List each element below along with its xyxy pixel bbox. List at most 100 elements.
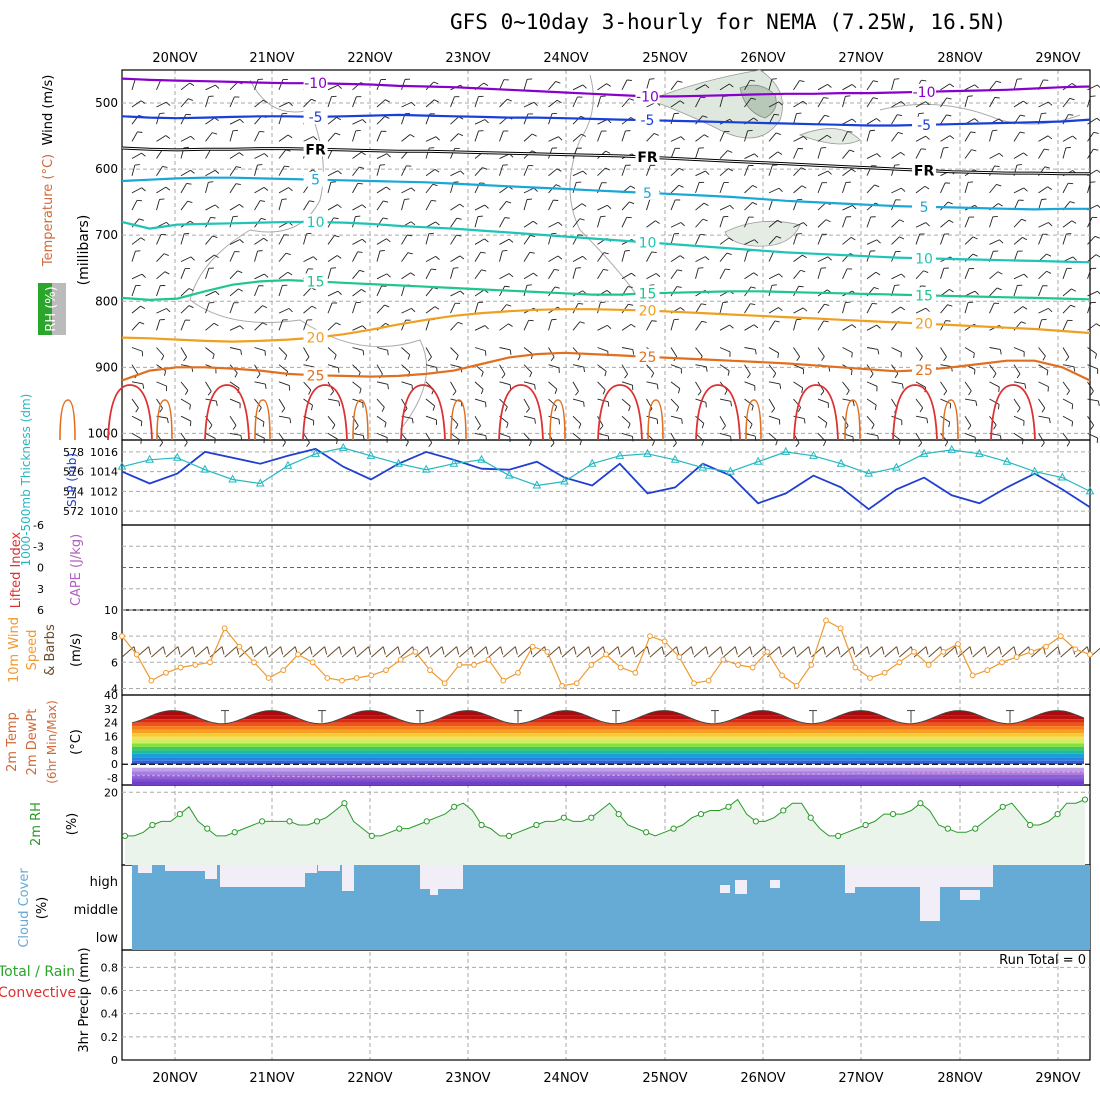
wind-barb [131, 200, 138, 211]
wind-barb-flag [798, 285, 804, 288]
wind-barb [474, 302, 479, 314]
wind-barb [425, 200, 432, 211]
wind-barb [768, 165, 773, 176]
temperature-band [132, 760, 1084, 765]
wind-barb [597, 96, 602, 108]
wind-barb [229, 398, 241, 404]
wind10-barb-flag [514, 646, 518, 655]
surface-isotherm-25 [156, 399, 173, 441]
wind-barb [278, 285, 283, 297]
wind-barb-flag [208, 181, 214, 183]
pressure-tick-label: 900 [95, 360, 118, 374]
wind-barb [572, 255, 583, 263]
wind-barb [695, 256, 706, 263]
wind10-barb-flag [925, 646, 929, 655]
wind-barb [695, 364, 707, 368]
wind-barb [156, 101, 167, 108]
wind-barb-flag [992, 373, 997, 379]
wind-barb [1062, 433, 1071, 443]
rh-marker [697, 810, 705, 818]
wind10-barb [693, 646, 707, 658]
wind-barb-flag [681, 418, 683, 424]
wind-barb-flag [338, 401, 341, 407]
temperature-band [132, 771, 1084, 775]
date-label-bottom: 24NOV [543, 1071, 588, 1086]
wind-barb [646, 199, 651, 211]
wind-barb [401, 347, 411, 356]
wind-barb [278, 234, 285, 245]
wind-barb [180, 319, 186, 331]
wind-barb-flag [306, 442, 310, 447]
wind-barb-flag [680, 222, 685, 227]
wind-barb [180, 268, 186, 279]
wind-barb [499, 347, 511, 351]
wind-barb-flag [457, 439, 460, 445]
wind10-barb [415, 646, 428, 658]
wind-barb-flag [583, 366, 585, 373]
wind-barb-flag [581, 133, 586, 137]
wind-barb [793, 319, 797, 331]
wind-barb-flag [404, 198, 410, 200]
wind-barb-flag [722, 301, 728, 303]
wind-barb [817, 170, 829, 177]
wind-barb [474, 216, 479, 228]
wind-barb [768, 132, 777, 142]
wind-barb-flag [1022, 306, 1028, 310]
wind-barb-flag [948, 219, 954, 223]
wind-barb [670, 233, 675, 245]
wind-barb-flag [701, 320, 707, 323]
wind-barb-flag [994, 96, 1000, 99]
wind-barb [646, 133, 655, 142]
wind-barb [793, 347, 800, 357]
wind-barb-flag [411, 308, 416, 313]
wind-barb-flag [724, 389, 728, 395]
wind-barb-flag [894, 373, 899, 379]
wind-barb [597, 324, 608, 331]
isotherm-label-bg [912, 162, 937, 178]
wind10-barb-flag [426, 646, 430, 655]
wind-barb [817, 398, 829, 404]
wind-barb [425, 398, 435, 407]
wind10-barb [1045, 646, 1059, 658]
wind-barb-flag [1024, 383, 1027, 389]
wind10-barb [664, 646, 677, 658]
wind-barb [572, 398, 584, 403]
date-label-top: 25NOV [642, 51, 687, 66]
wind-barb-flag [704, 134, 709, 138]
wind-barb [572, 433, 582, 441]
wind-barb-flag [753, 324, 759, 329]
wind-barb [842, 84, 853, 91]
rh-marker [121, 832, 129, 840]
rh-marker [1081, 796, 1089, 803]
wind10-marker [397, 656, 404, 663]
thickness-marker [255, 478, 265, 487]
wind-barb-flag [1097, 204, 1100, 209]
wind-barb [450, 255, 461, 262]
dewpt-axis-label: 2m DewPt [25, 709, 40, 776]
wind-barb-flag [335, 322, 341, 326]
wind-barb [719, 83, 730, 91]
wind10-speed-label: Speed [25, 630, 40, 671]
wind-barb-flag [628, 98, 635, 101]
wind-barb [1087, 96, 1091, 108]
wind-barb [1013, 398, 1021, 409]
wind10-marker [764, 648, 771, 655]
wind-barb [989, 398, 1000, 405]
wind-barb [278, 101, 290, 108]
wind-barb [989, 381, 1000, 388]
wind-barb [327, 132, 336, 142]
wind-barb [646, 273, 657, 280]
wind-barb [891, 381, 903, 385]
wind-barb-flag [508, 323, 513, 327]
wind-barb-flag [970, 131, 976, 134]
wind10-barb [620, 646, 633, 658]
rh-marker [423, 818, 430, 825]
wind-barb [548, 381, 558, 390]
wind-barb-flag [800, 167, 806, 171]
date-label-bottom: 27NOV [838, 1071, 883, 1086]
wind-barb-flag [632, 349, 635, 355]
wind-barb-flag [533, 187, 538, 192]
rh-axis-label: RH (%) [44, 286, 59, 331]
wind-barb [572, 203, 583, 211]
isotherm-label: 15 [307, 274, 325, 290]
